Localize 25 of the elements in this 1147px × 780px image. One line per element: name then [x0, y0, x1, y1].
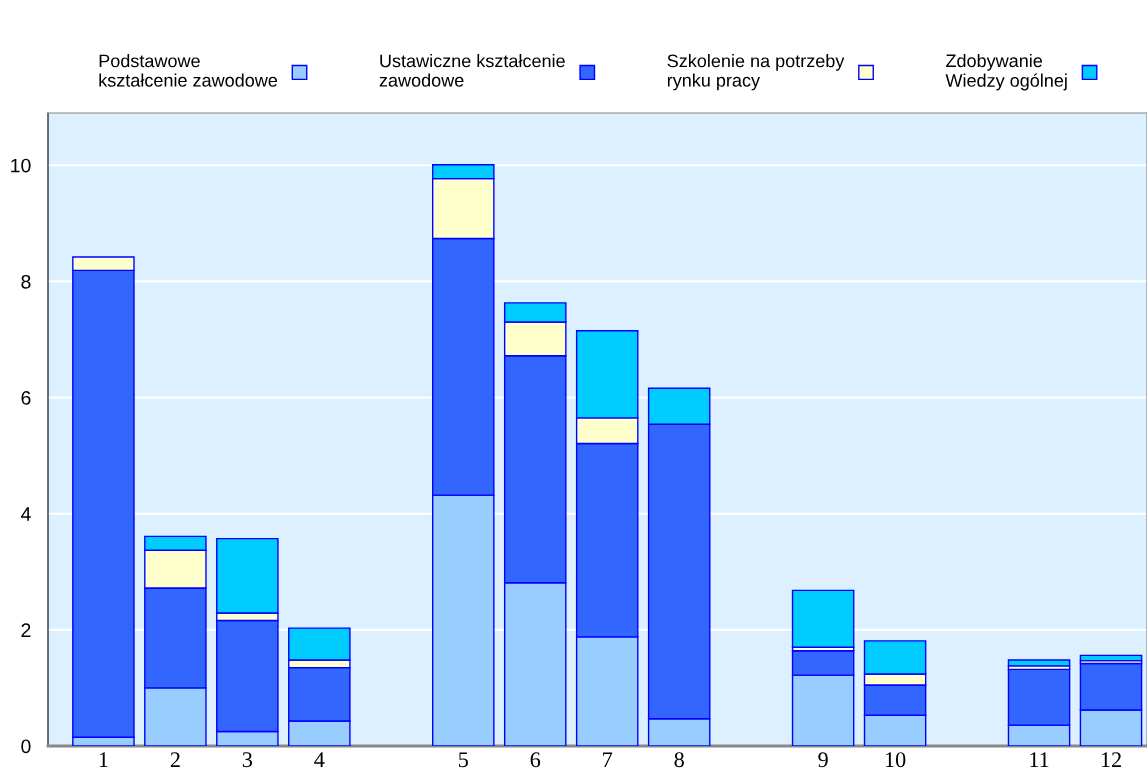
- y-tick-label: 10: [11, 158, 31, 173]
- bar: [1079, 654, 1143, 662]
- bar: [791, 589, 855, 648]
- y-tick-label: 4: [20, 507, 31, 521]
- legend-label: Szkolenie na potrzeby rynku pracy: [667, 54, 845, 91]
- legend-label: Podstawowe kształcenie zawodowe: [99, 54, 278, 87]
- x-tick-label: 9: [818, 752, 828, 768]
- y-tick-label: 2: [21, 623, 31, 637]
- x-tick-label: 11: [1030, 752, 1049, 767]
- x-tick-label: 2: [170, 752, 180, 767]
- x-tick-label: 3: [242, 752, 253, 768]
- x-tick-label: 12: [1101, 752, 1121, 767]
- x-tick-label: 1: [99, 752, 108, 767]
- legend-label: Ustawiczne kształcenie zawodowe: [379, 54, 565, 87]
- x-tick-label: 7: [603, 752, 613, 767]
- bar: [1007, 659, 1071, 667]
- x-tick-label: 10: [885, 752, 906, 768]
- y-tick-label: 8: [21, 274, 31, 289]
- x-tick-label: 6: [530, 752, 541, 768]
- y-tick-label: 6: [21, 391, 31, 405]
- x-tick-label: 5: [459, 752, 468, 768]
- x-tick-label: 8: [674, 752, 684, 768]
- x-tick-label: 4: [314, 752, 325, 767]
- y-tick-label: 0: [21, 739, 31, 754]
- legend-label: Zdobywanie Wiedzy ogólnej: [945, 53, 1067, 91]
